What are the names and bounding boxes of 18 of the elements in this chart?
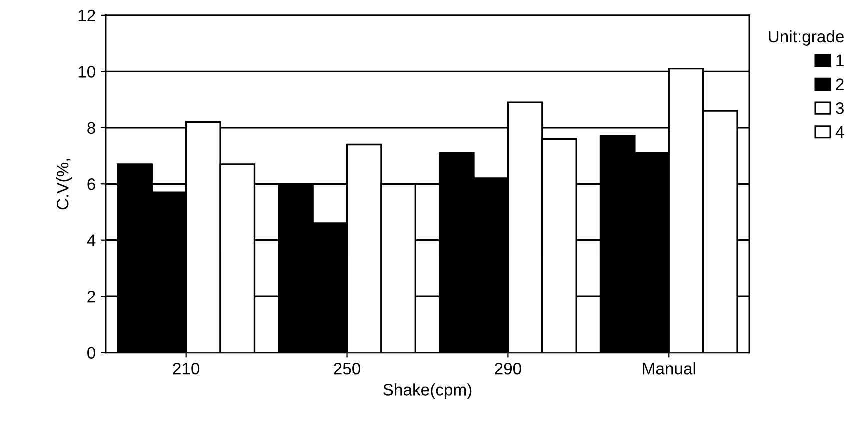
x-axis-title: Shake(cpm) [384,384,472,400]
legend-label: 4 [836,126,844,138]
y-tick-label: 10 [78,66,96,78]
legend-label: 2 [836,78,844,90]
legend-title: Unit:grade [769,30,844,46]
y-tick-label: 8 [88,122,96,134]
y-tick-label: 4 [87,234,96,246]
x-tick-label: 250 [334,362,361,375]
y-tick-label: 6 [88,178,96,190]
x-tick-label: 290 [495,362,522,375]
y-tick-label: 2 [88,290,96,303]
legend-label: 1 [836,54,844,66]
legend-label: 3 [836,102,844,114]
y-tick-label: 0 [88,347,96,360]
y-tick-label: 12 [78,10,96,22]
x-tick-label: 210 [173,362,200,375]
y-axis-title: C.V(%, [56,159,72,210]
x-tick-label: Manual [643,362,696,375]
